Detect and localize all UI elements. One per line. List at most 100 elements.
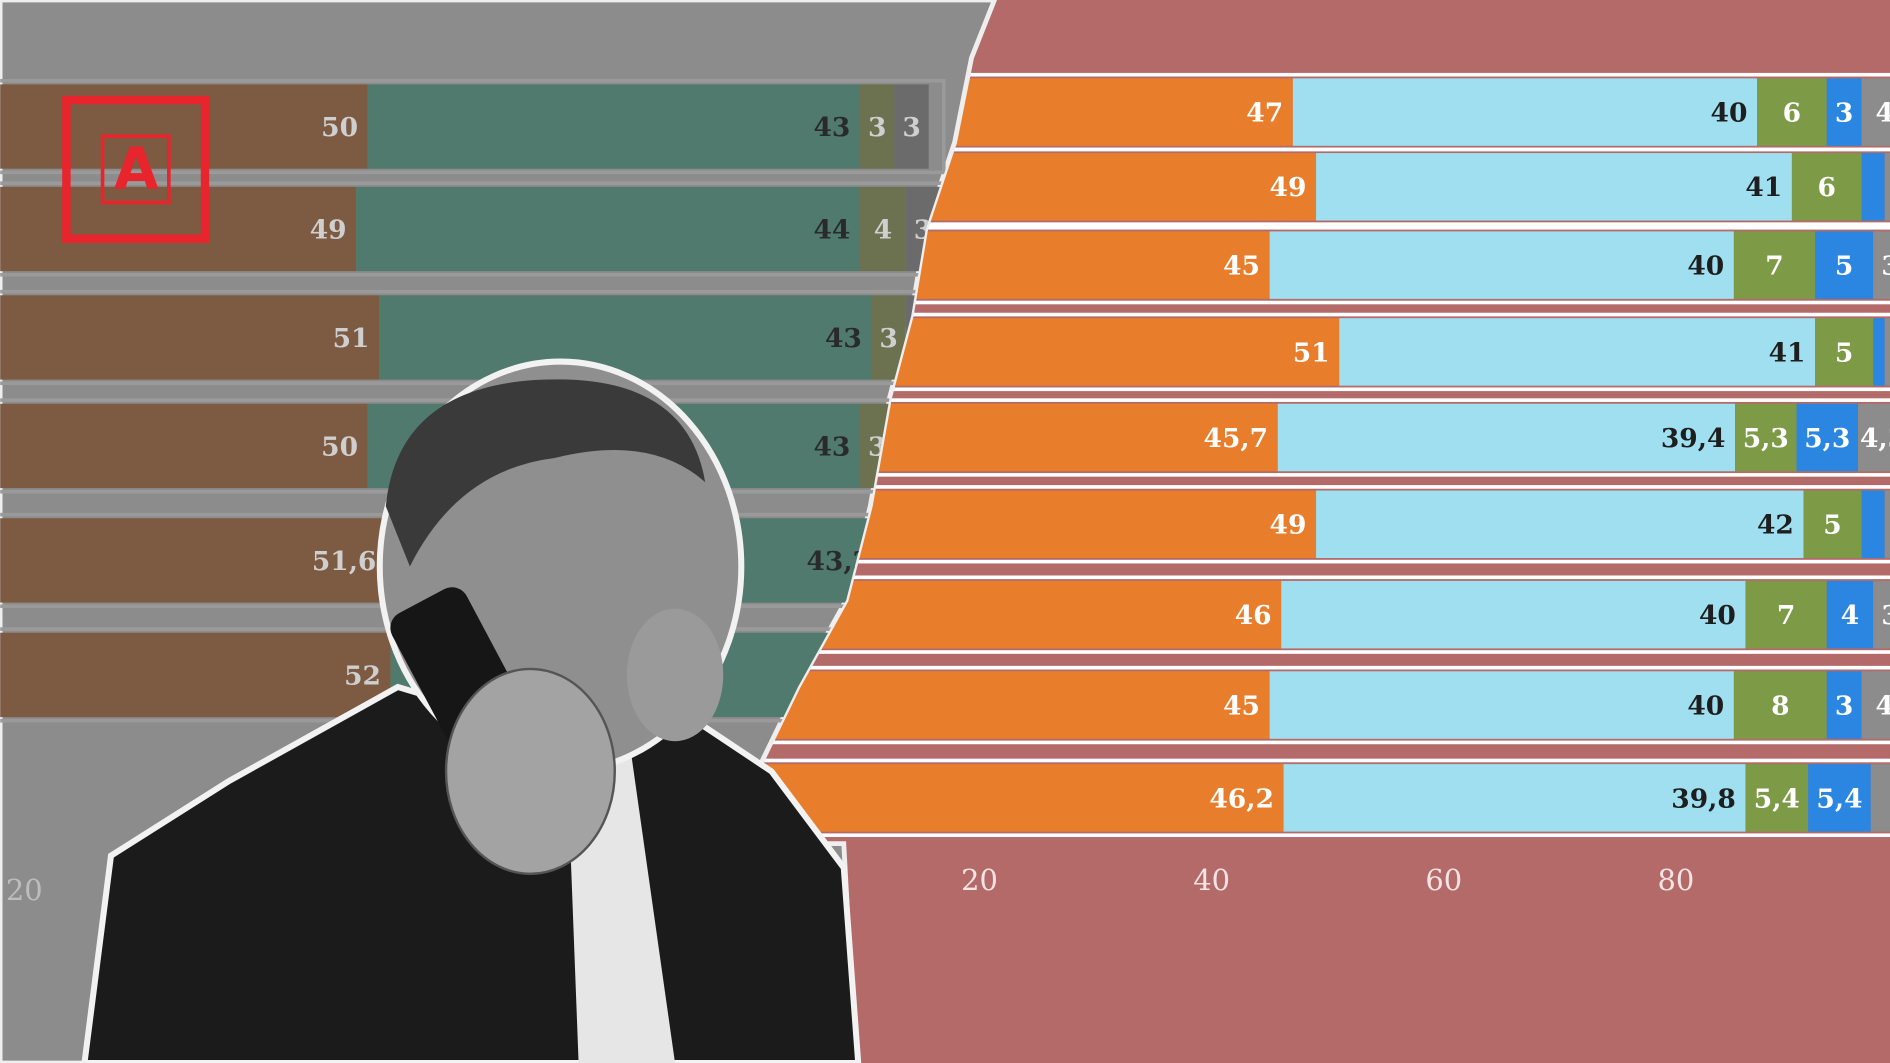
data-label: 39,4 [1661,423,1726,454]
data-label: 3 [902,112,920,143]
data-label: 41 [1769,337,1806,368]
bar-segment [1870,764,1890,832]
data-label: 44 [813,214,850,245]
data-label: 5 [1835,251,1853,282]
row-outline [0,78,946,175]
data-label: 39,8 [1671,783,1736,814]
data-label: 6 [1817,172,1835,203]
data-label: 49 [1270,510,1307,541]
bar-segment [860,186,906,272]
data-label: 3 [868,112,886,143]
bar-segment [1803,490,1862,559]
bar-segment [1733,231,1816,299]
bar-segment [1316,490,1804,559]
bar-segment [1826,671,1862,739]
bar-segment [1873,318,1885,386]
bar-segment [1808,764,1871,832]
bar-segment [0,295,380,380]
bar-segment [1281,580,1746,649]
bar-segment [0,518,387,603]
bar-segment [1815,231,1874,299]
bar-segment [1269,231,1734,299]
bar-segment [1861,671,1890,739]
bar-segment [894,84,929,169]
data-label: 3 [1881,600,1890,631]
data-label: 41 [1745,172,1782,203]
bar-segment [1791,153,1862,221]
data-label: 6 [1783,97,1801,128]
data-label: 50 [321,112,358,143]
data-label: 40 [1687,251,1724,282]
bar-segment [1735,403,1797,472]
data-label: 4 [1876,97,1890,128]
bar-segment [1861,78,1890,146]
x-tick-label: 20 [961,863,998,897]
data-label: 40 [1699,600,1736,631]
bar-segment [1796,403,1859,472]
data-label: 4,3 [1860,423,1890,454]
data-label: 4 [1841,600,1859,631]
data-label: 3 [879,323,897,354]
bar-segment [1861,153,1885,221]
data-label: 45 [1223,690,1260,721]
logo: A [62,95,210,243]
bar-segment [1745,580,1827,649]
bar-segment [1826,78,1862,146]
bar-segment [1733,671,1827,739]
x-tick-label: 40 [1193,863,1230,897]
bar-segment [747,671,1270,739]
data-label: 43 [825,323,862,354]
data-label: 3 [1835,97,1853,128]
data-label: 5 [1823,510,1841,541]
bar-segment [1757,78,1827,146]
bar-segment [1873,580,1890,649]
data-label: 3 [1881,251,1890,282]
bar-segment [367,84,861,169]
data-label: 42 [1757,510,1794,541]
data-label: 51,6 [312,546,377,577]
data-label: 5,4 [1754,783,1800,814]
bar-segment [1292,78,1758,146]
bar-segment [1826,580,1874,649]
data-label: 5,3 [1804,423,1850,454]
bar-segment [1884,153,1890,221]
data-label: 47 [1246,97,1283,128]
bar-segment [747,764,1284,832]
data-label: 40 [1711,97,1748,128]
bar-segment [1269,671,1734,739]
data-label: 45 [1223,251,1260,282]
bar-segment [356,186,861,272]
portrait [81,358,862,1063]
data-label: 45,7 [1204,423,1269,454]
data-label: 49 [310,214,347,245]
right-chart: 47406344941645407535141545,739,45,35,34,… [741,72,1890,897]
bar-segment [1316,153,1792,221]
x-tick-label: 60 [1425,863,1462,897]
data-label: 4 [874,214,892,245]
data-label: 5,3 [1743,423,1789,454]
x-tick-label: 80 [1657,863,1694,897]
bar-segment [379,295,872,380]
data-label: 46 [1235,600,1272,631]
data-label: 43 [813,112,850,143]
data-label: 43 [813,431,850,462]
data-label: 7 [1777,600,1795,631]
bar-segment [1861,490,1885,559]
bar-segment [1283,764,1746,832]
bar-segment [1873,231,1890,299]
bar-segment [1815,318,1874,386]
bar-segment [1858,403,1890,472]
data-label: 46,2 [1209,783,1274,814]
data-label: 49 [1270,172,1307,203]
data-label: 5 [1835,337,1853,368]
bar-segment [1339,318,1816,386]
data-label: 5,4 [1816,783,1862,814]
data-label: 40 [1687,690,1724,721]
data-label: 51 [333,323,370,354]
data-label: 3 [1835,690,1853,721]
data-label: 4 [1876,690,1890,721]
logo-text: A [114,134,159,202]
bar-segment [1884,490,1890,559]
